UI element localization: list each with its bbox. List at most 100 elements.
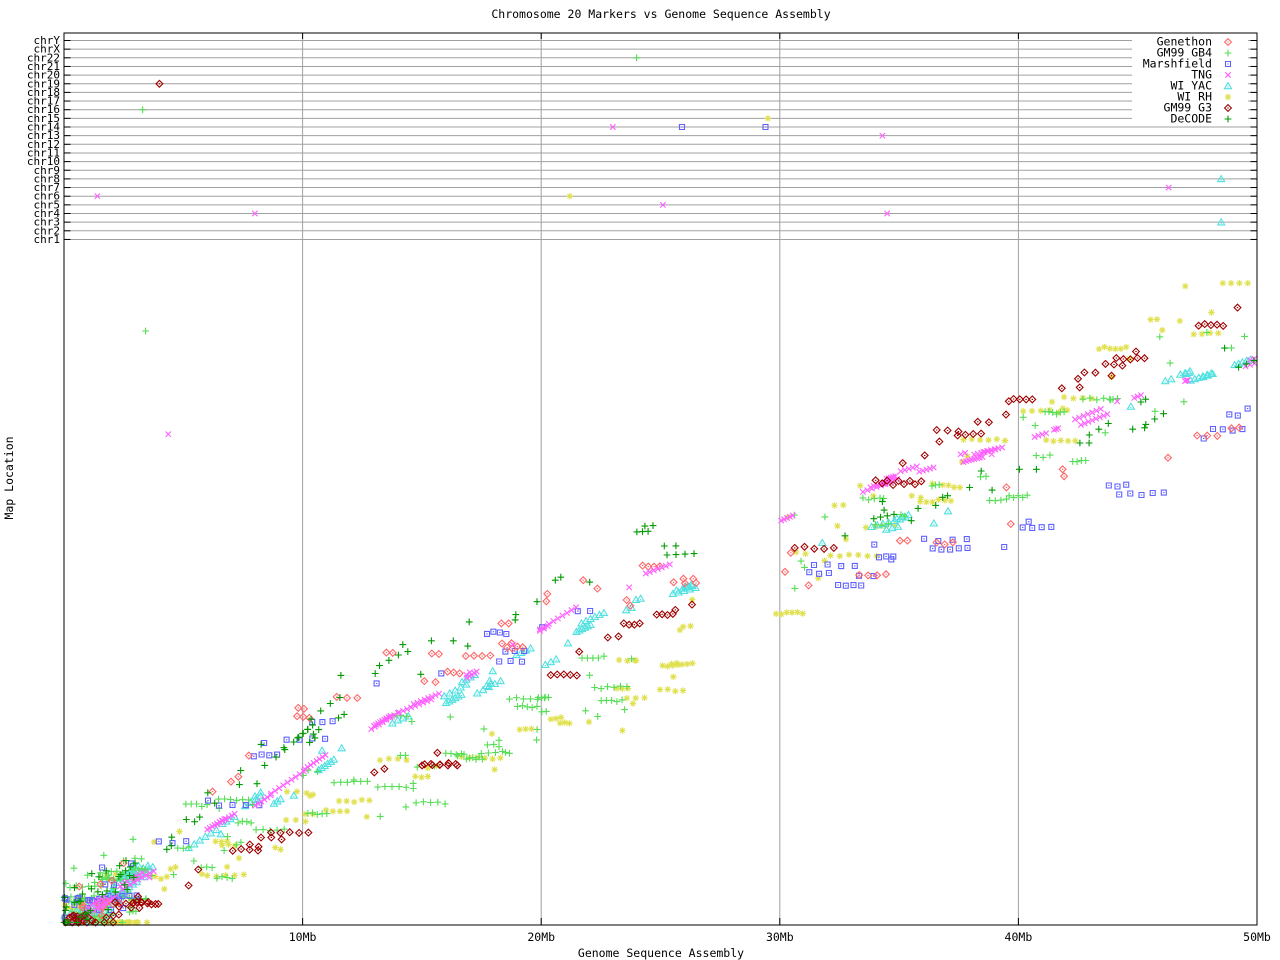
marker-gb4	[608, 697, 615, 704]
chrom-label-chr15: chr15	[27, 112, 60, 125]
marker-gb4	[506, 695, 513, 703]
marker-rh	[547, 716, 554, 723]
marker-tng	[1050, 426, 1058, 433]
marker-rh	[976, 436, 984, 444]
marker-gb4	[870, 495, 878, 502]
marker-rh	[1198, 330, 1206, 338]
marker-g3	[87, 916, 97, 925]
marker-decode	[879, 498, 886, 505]
chrom-label-chr18: chr18	[27, 86, 60, 99]
chrom-label-chr2: chr2	[34, 224, 61, 237]
marker-g3	[1001, 410, 1011, 419]
marker-decode	[196, 813, 204, 821]
marker-decode	[890, 511, 898, 518]
marker-genethon	[469, 651, 479, 660]
marker-tng	[387, 714, 394, 721]
marker-genethon	[461, 651, 470, 661]
marker-genethon	[579, 576, 588, 585]
marker-g3	[1126, 355, 1135, 364]
marker-marshfield	[204, 797, 212, 804]
marker-rh	[329, 808, 337, 815]
marker-decode	[1085, 431, 1093, 439]
marker-tng	[662, 562, 669, 569]
marker-g3	[108, 918, 118, 927]
marker-genethon	[382, 648, 391, 657]
marker-tng	[919, 467, 926, 474]
marker-g3	[546, 670, 555, 680]
legend-entry-tng: TNG	[1191, 68, 1232, 82]
marker-decode	[102, 867, 110, 875]
marker-rh	[672, 688, 679, 695]
marker-yac	[1126, 402, 1136, 410]
marker-rh	[552, 715, 560, 722]
marker-g3	[559, 670, 568, 679]
marker-g3	[276, 828, 285, 838]
marker-decode	[641, 522, 649, 530]
marker-g3	[245, 840, 254, 849]
marker-g3	[154, 899, 163, 909]
legend-label-tng: TNG	[1191, 68, 1212, 82]
marker-marshfield	[169, 840, 176, 847]
marker-genethon	[497, 619, 506, 628]
marker-marshfield	[483, 630, 491, 637]
marker-marshfield	[574, 608, 581, 615]
marker-g3	[553, 670, 562, 679]
marker-tng	[307, 761, 314, 769]
marker-decode	[82, 915, 90, 923]
marker-rh	[929, 498, 936, 506]
marker-gb4	[520, 695, 527, 703]
marker-rh	[235, 855, 243, 862]
marker-tng	[905, 465, 912, 472]
marker-rh	[935, 496, 942, 503]
marker-gb4	[228, 875, 236, 882]
marker-genethon	[292, 712, 302, 721]
marker-decode	[294, 734, 302, 742]
marker-rh	[522, 725, 529, 733]
marker-tng	[473, 668, 480, 675]
marker-decode	[977, 467, 985, 475]
marker-genethon	[669, 578, 678, 587]
legend-label-decode: DeCODE	[1170, 112, 1212, 126]
marker-decode	[79, 890, 86, 898]
marker-g3	[91, 918, 100, 927]
marker-genethon	[431, 677, 440, 687]
marker-yac	[691, 583, 700, 591]
marker-gb4	[591, 684, 598, 691]
marker-rh	[167, 865, 174, 873]
marker-marshfield	[274, 751, 281, 758]
marker-marshfield	[128, 860, 135, 867]
marker-genethon	[855, 570, 864, 580]
marker-marshfield	[126, 892, 133, 899]
marker-rh	[418, 774, 425, 781]
legend-symbol-rh	[1224, 93, 1232, 101]
marker-g3	[1073, 374, 1083, 383]
marker-marshfield	[883, 553, 890, 560]
marker-g3	[444, 758, 453, 768]
marker-genethon	[638, 561, 647, 570]
marker-marshfield	[490, 628, 497, 635]
marker-tng	[292, 773, 299, 781]
marker-gb4	[1079, 395, 1087, 403]
marker-rh	[363, 813, 370, 820]
marker-gb4	[492, 749, 499, 756]
marker-yac	[599, 608, 609, 617]
chrom-label-chr17: chr17	[27, 95, 60, 108]
marker-g3	[917, 477, 926, 486]
marker-gb4	[314, 768, 321, 775]
marker-decode	[167, 842, 175, 850]
marker-gb4	[597, 685, 605, 692]
marker-rh	[689, 596, 696, 603]
x-axis-title: Genome Sequence Assembly	[578, 946, 744, 960]
marker-decode	[883, 512, 891, 520]
marker-decode	[168, 833, 176, 841]
marker-gb4	[388, 783, 396, 790]
marker-g3	[114, 910, 123, 919]
marker-rh	[218, 838, 225, 845]
marker-genethon	[443, 667, 452, 676]
marker-rh	[114, 919, 121, 926]
marker-marshfield	[1029, 524, 1036, 531]
marker-gb4	[1151, 407, 1159, 415]
marker-marshfield	[119, 893, 126, 900]
marker-marshfield	[1038, 524, 1045, 531]
marker-rh	[939, 481, 946, 489]
